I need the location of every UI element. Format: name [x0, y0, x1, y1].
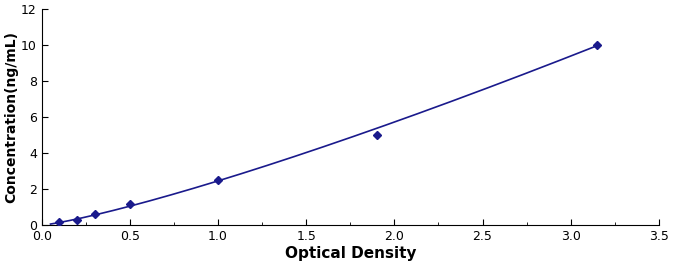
Y-axis label: Concentration(ng/mL): Concentration(ng/mL)	[4, 31, 18, 203]
X-axis label: Optical Density: Optical Density	[285, 246, 416, 261]
